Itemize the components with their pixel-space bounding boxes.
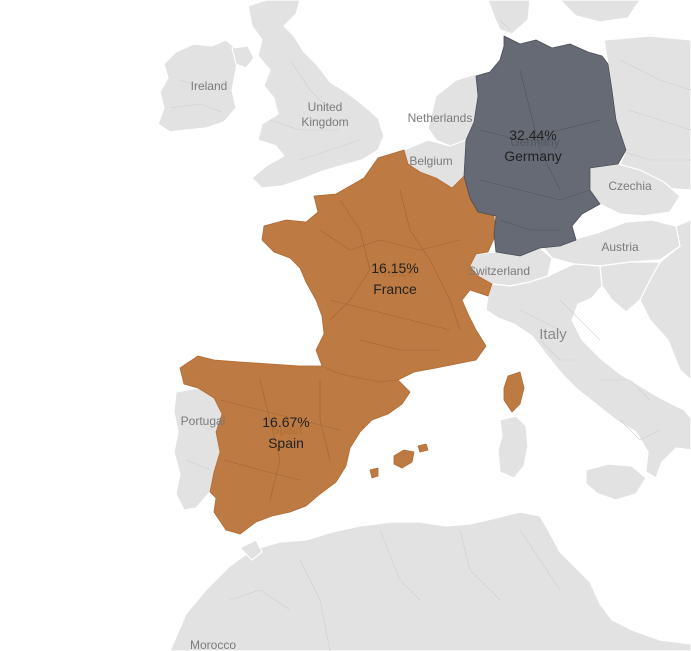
value-germany: 32.44%	[509, 127, 556, 143]
country-germany-shape[interactable]	[463, 35, 627, 257]
spain-balearic-ibiza	[369, 467, 379, 479]
country-hungary-balkans[interactable]	[639, 219, 691, 381]
label-morocco: Morocco	[190, 638, 236, 651]
metric-label-spain: 16.67% Spain	[262, 414, 309, 451]
country-sicily[interactable]	[585, 463, 647, 501]
name-france: France	[373, 281, 417, 297]
label-switzerland: Switzerland	[468, 264, 530, 278]
spain-balearic-menorca	[417, 443, 429, 453]
country-spain-shape[interactable]	[179, 355, 411, 535]
france-corsica	[503, 371, 525, 413]
country-sardinia[interactable]	[497, 415, 529, 479]
country-united-kingdom[interactable]	[247, 0, 385, 189]
country-italy[interactable]	[485, 263, 691, 479]
metric-label-france: 16.15% France	[371, 260, 418, 297]
label-portugal: Portugal	[181, 414, 226, 428]
label-united-kingdom-2: Kingdom	[301, 115, 348, 129]
label-czechia: Czechia	[608, 179, 652, 193]
label-netherlands: Netherlands	[408, 111, 473, 125]
ghost-label-spain: Spain	[272, 423, 303, 437]
country-slovenia-croatia[interactable]	[599, 261, 661, 313]
name-spain: Spain	[268, 435, 304, 451]
value-spain: 16.67%	[262, 414, 309, 430]
region-north-africa[interactable]	[169, 511, 691, 651]
ghost-label-germany: Germany	[510, 135, 559, 149]
ghost-label-france: France	[376, 266, 414, 280]
value-france: 16.15%	[371, 260, 418, 276]
country-denmark[interactable]	[487, 0, 531, 35]
name-germany: Germany	[504, 148, 562, 164]
highlight-region-borders	[219, 69, 601, 501]
region-gibraltar	[239, 539, 263, 561]
label-united-kingdom-1: United	[308, 100, 343, 114]
base-region-borders	[169, 19, 691, 651]
label-italy: Italy	[539, 326, 567, 343]
country-scandinavia[interactable]	[559, 0, 641, 23]
metric-label-germany: 32.44% Germany	[504, 127, 562, 164]
label-ireland: Ireland	[191, 79, 228, 93]
label-belgium: Belgium	[409, 154, 452, 168]
country-northern-ireland[interactable]	[231, 45, 255, 69]
label-austria: Austria	[601, 240, 639, 254]
spain-balearic-mallorca	[393, 449, 415, 469]
